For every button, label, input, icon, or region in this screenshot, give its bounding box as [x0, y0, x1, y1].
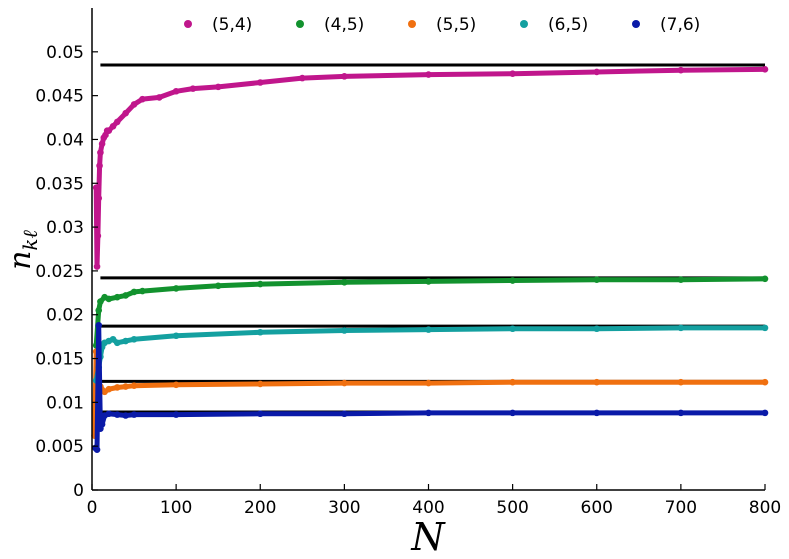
series-group	[92, 275, 769, 349]
legend-marker	[632, 20, 640, 28]
y-tick-label: 0.03	[46, 218, 84, 238]
legend-label: (6,5)	[548, 15, 588, 35]
reference-lines	[100, 63, 765, 414]
x-tick-label: 100	[160, 498, 192, 518]
x-tick-label: 800	[749, 498, 781, 518]
series-line	[93, 325, 768, 383]
series-line	[93, 66, 768, 269]
legend-marker	[296, 20, 304, 28]
series-line	[92, 322, 768, 453]
y-tick-label: 0.005	[35, 437, 84, 457]
legend-label: (5,4)	[212, 15, 252, 35]
series-group	[92, 321, 769, 453]
y-axis-label: nkℓ	[3, 229, 42, 269]
x-tick-label: 300	[328, 498, 360, 518]
data-points	[91, 66, 769, 453]
series-line	[93, 276, 768, 348]
x-tick-label: 500	[496, 498, 528, 518]
legend-marker	[408, 20, 416, 28]
x-ticks: 0 100 200 300 400 500 600 700 800	[87, 484, 781, 518]
y-tick-label: 0.025	[35, 262, 84, 282]
y-tick-label: 0.01	[46, 393, 84, 413]
y-tick-label: 0.035	[35, 174, 84, 194]
y-tick-label: 0	[73, 481, 84, 501]
y-tick-label: 0.04	[46, 130, 84, 150]
legend-label: (4,5)	[324, 15, 364, 35]
x-tick-label: 0	[87, 498, 98, 518]
series-line	[92, 349, 768, 439]
y-tick-label: 0.05	[46, 43, 84, 63]
y-tick-label: 0.015	[35, 350, 84, 370]
axes	[91, 8, 765, 491]
legend-marker	[520, 20, 528, 28]
y-tick-label: 0.02	[46, 306, 84, 326]
legend-label: (5,5)	[436, 15, 476, 35]
series-group	[92, 324, 769, 384]
legend-label: (7,6)	[660, 15, 700, 35]
legend: (5,4) (4,5) (5,5) (6,5) (7,6)	[184, 15, 700, 35]
series-group	[92, 66, 769, 270]
y-tick-label: 0.045	[35, 87, 84, 107]
x-tick-label: 400	[412, 498, 444, 518]
x-tick-label: 600	[581, 498, 613, 518]
y-ticks: 0 0.005 0.01 0.015 0.02 0.025 0.03 0.035 0.04 0.0…	[35, 43, 98, 501]
x-tick-label: 200	[244, 498, 276, 518]
x-tick-label: 700	[665, 498, 697, 518]
series-group	[91, 348, 769, 439]
legend-marker	[184, 20, 192, 28]
x-axis-label: N	[410, 515, 446, 559]
